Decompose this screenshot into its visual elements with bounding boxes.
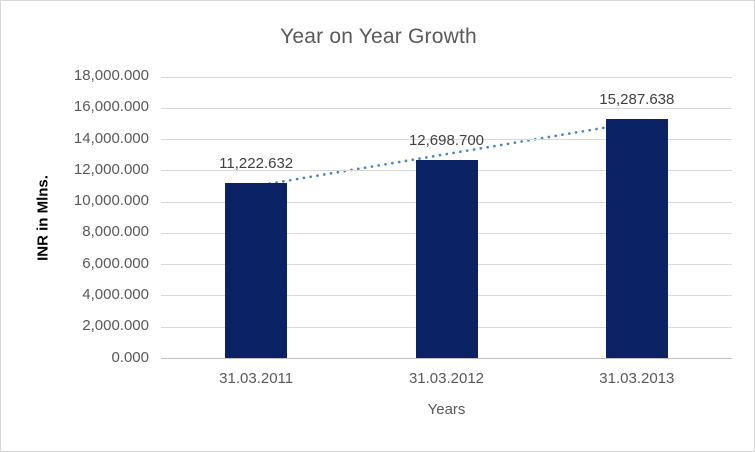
y-tick-label: 0.000 [111,348,149,366]
bar-data-label: 15,287.638 [599,91,675,109]
y-tick-label: 16,000.000 [73,98,149,116]
x-tick-label: 31.03.2011 [219,369,294,387]
y-tick-label: 14,000.000 [73,129,149,147]
y-tick-label: 12,000.000 [73,160,149,178]
y-tick-label: 2,000.000 [82,317,149,335]
bar-data-label: 12,698.700 [408,131,485,149]
gridline [161,139,732,141]
y-axis-title: INR in Mlns. [34,175,52,261]
bar [605,119,668,359]
y-tick-label: 6,000.000 [82,254,149,272]
x-tick-label: 31.03.2013 [599,369,675,387]
bar [225,182,288,359]
gridline [161,107,732,109]
y-tick-label: 8,000.000 [82,223,149,241]
x-axis-line [161,358,732,359]
gridline [161,76,732,78]
y-tick-label: 18,000.000 [73,67,149,84]
x-tick-label: 31.03.2012 [408,369,485,387]
chart-title: Year on Year Growth [280,25,477,48]
bar [415,159,478,359]
y-tick-label: 10,000.000 [73,192,149,210]
x-axis-title: Years [427,401,466,418]
bar-data-label: 11,222.632 [219,154,294,172]
y-tick-label: 4,000.000 [82,285,149,303]
